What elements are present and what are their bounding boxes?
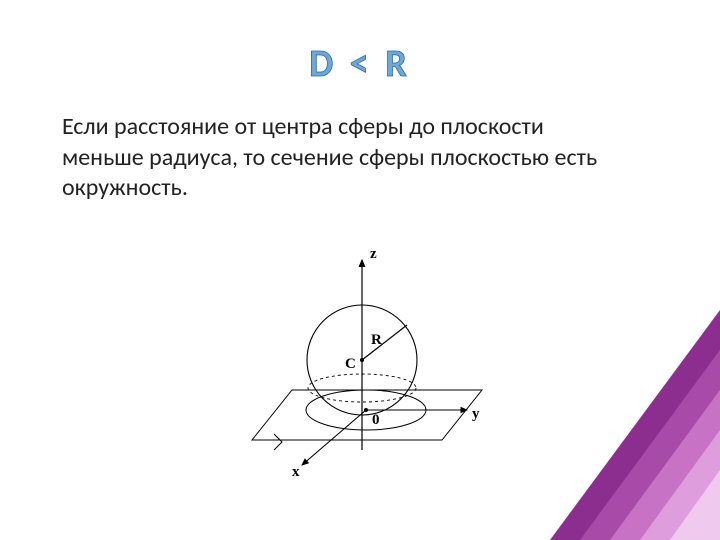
x-label: x [292,464,300,480]
corner-decor [540,310,720,540]
title-formula: D < R [0,38,720,99]
radius-line [362,325,407,360]
y-label: y [472,406,480,422]
origin-label: 0 [372,412,380,428]
title-text: D < R [309,41,410,87]
plane-corner-mark [274,434,282,450]
C-label: C [345,356,356,372]
sphere-plane-diagram: z y x 0 R C [222,240,502,500]
z-label: z [370,246,377,262]
origin-point [364,408,368,412]
center-point-C [360,358,364,362]
R-label: R [371,332,382,348]
description-text: Если расстояние от центра сферы до плоск… [62,112,622,204]
